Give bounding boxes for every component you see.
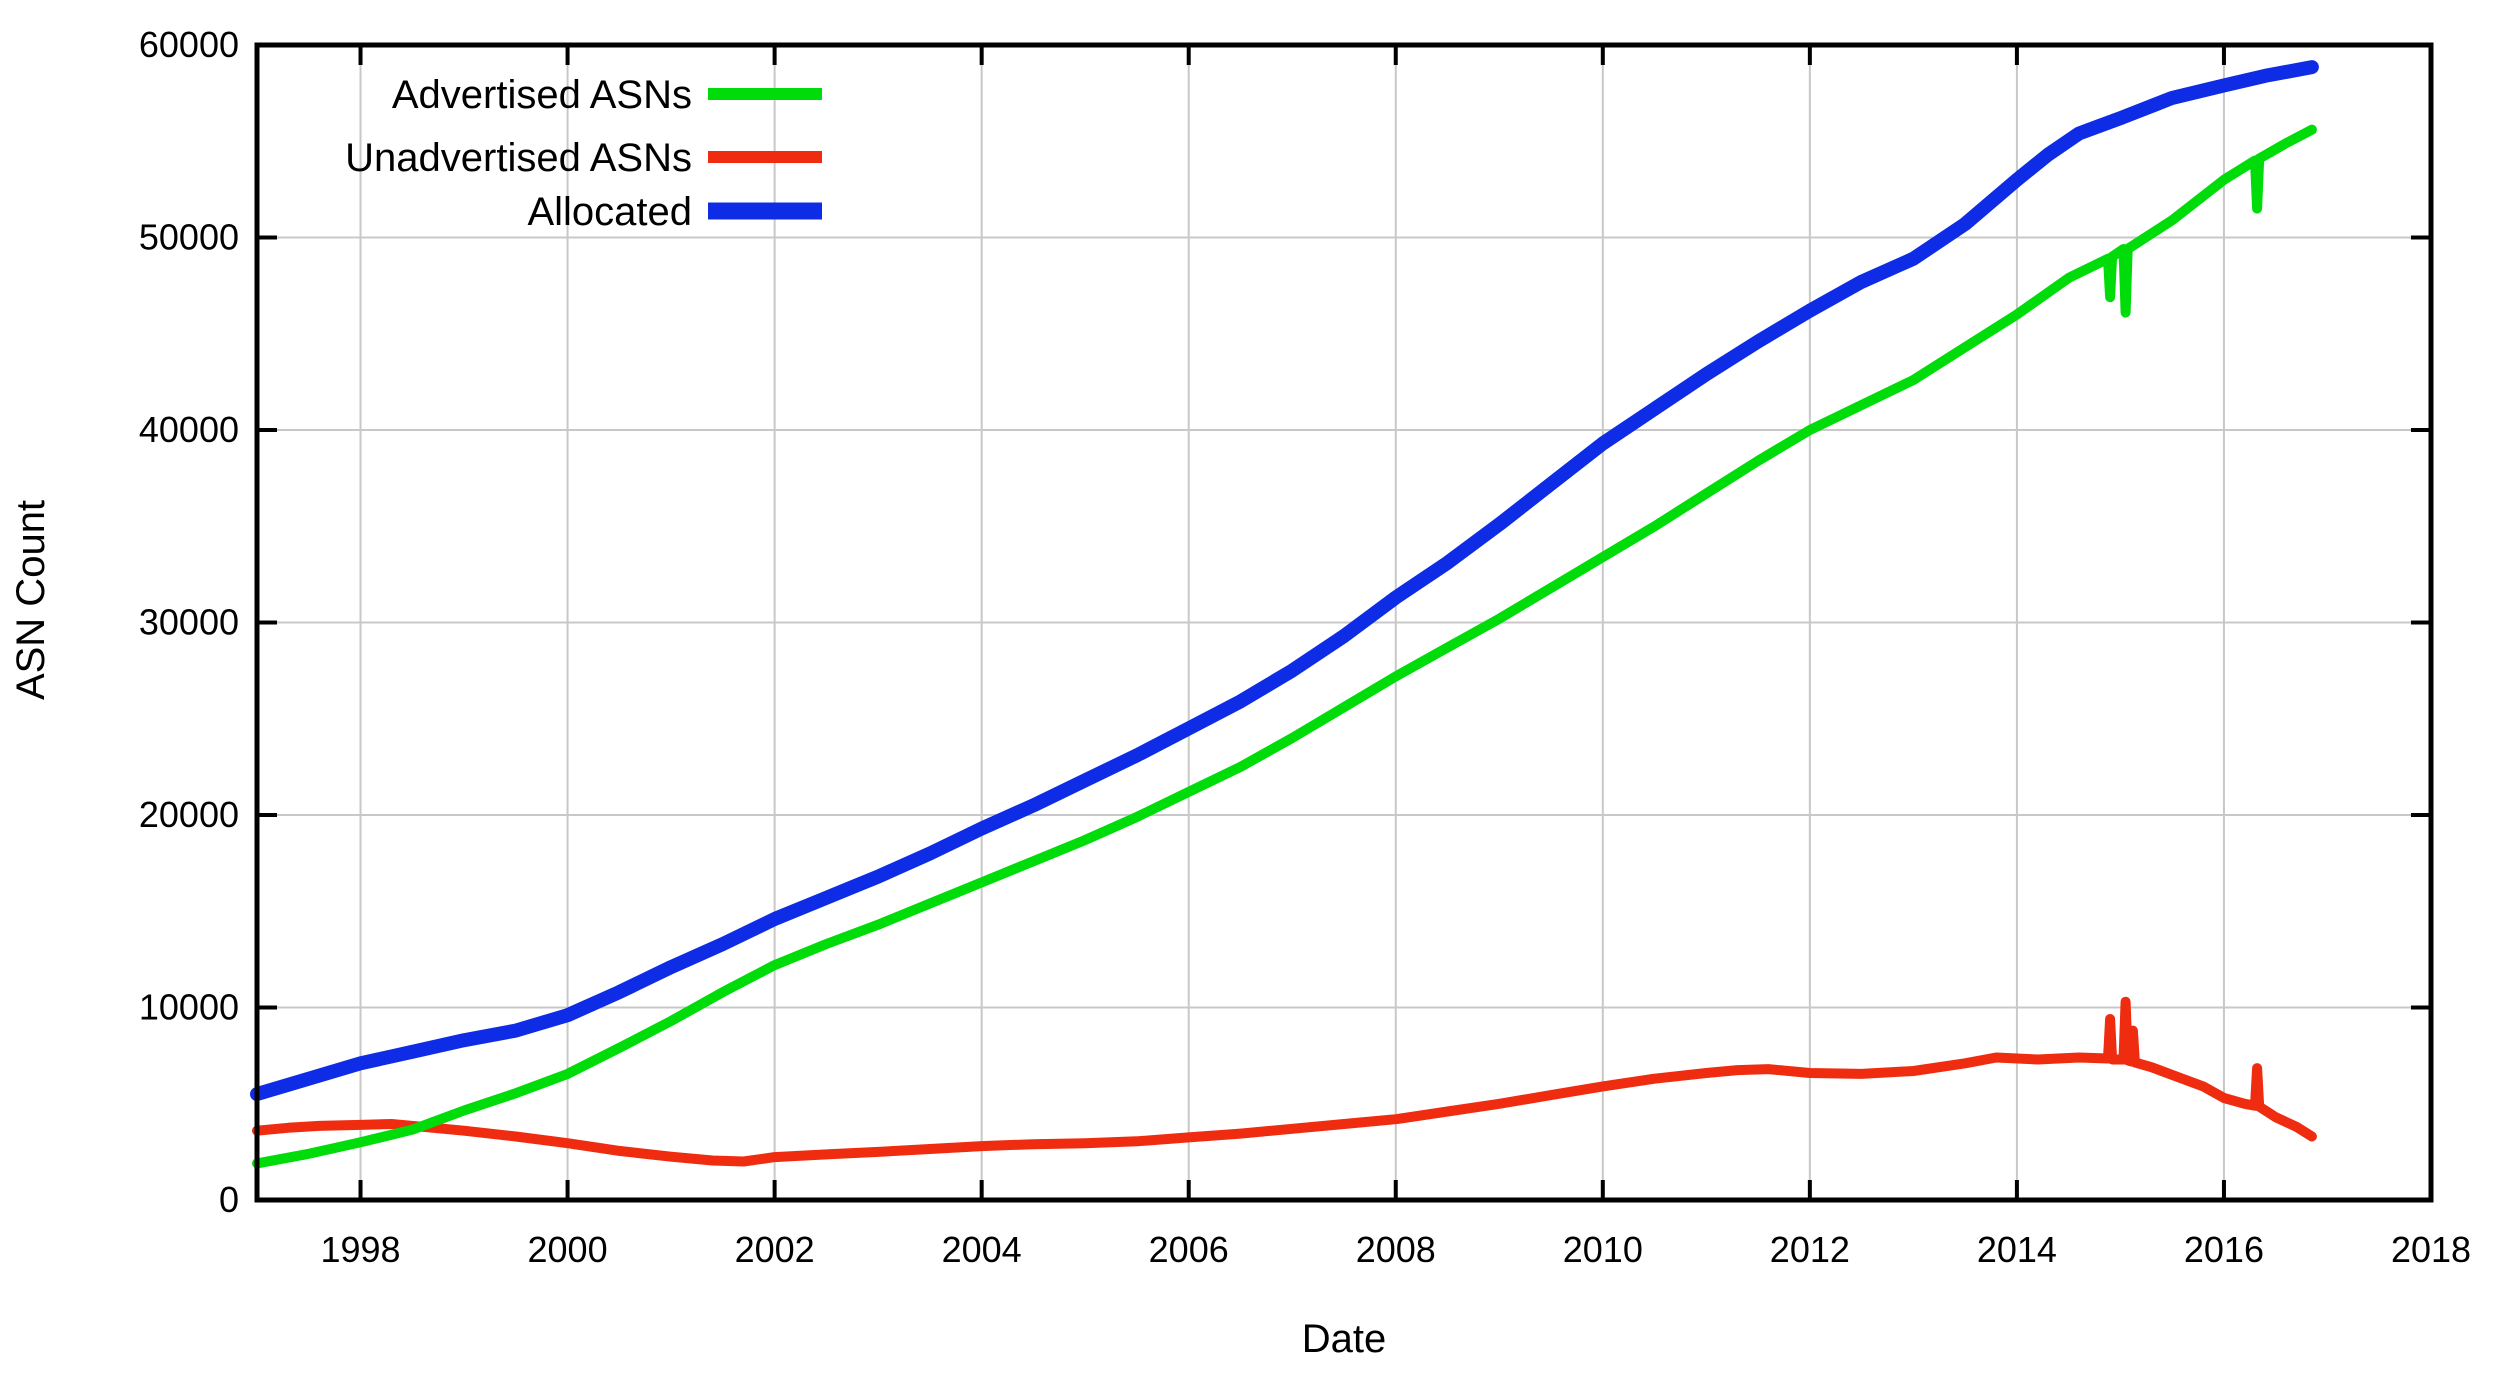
allocated-line: [250, 60, 2319, 1102]
x-tick-label: 2002: [735, 1229, 815, 1270]
x-tick-label: 2016: [2184, 1229, 2264, 1270]
y-tick-label: 50000: [139, 217, 239, 258]
x-tick-label: 1998: [320, 1229, 400, 1270]
x-tick-label: 2004: [942, 1229, 1022, 1270]
y-tick-label: 30000: [139, 602, 239, 643]
x-tick-label: 2012: [1770, 1229, 1850, 1270]
x-tick-label: 2010: [1563, 1229, 1643, 1270]
legend-item: Allocated: [527, 190, 822, 234]
y-axis-title: ASN Count: [9, 500, 53, 700]
x-axis-title: Date: [1302, 1317, 1387, 1361]
y-tick-label: 40000: [139, 409, 239, 450]
y-tick-label: 0: [219, 1179, 239, 1220]
legend-label: Allocated: [527, 190, 692, 234]
unadvertised-asns-line: [252, 996, 2317, 1167]
y-tick-label: 20000: [139, 794, 239, 835]
advertised-asns-line: [252, 124, 2317, 1169]
legend-label: Unadvertised ASNs: [345, 136, 692, 180]
y-tick-label: 10000: [139, 987, 239, 1028]
legend-item: Unadvertised ASNs: [345, 136, 822, 180]
legend-label: Advertised ASNs: [392, 73, 692, 117]
frame-layer: 1998 2000 2002 2004 2006 2008 2010 2012 2014 2016…: [139, 24, 2471, 1270]
x-tick-label: 2000: [528, 1229, 608, 1270]
x-tick-label: 2006: [1149, 1229, 1229, 1270]
series-layer: [250, 60, 2319, 1169]
grid-layer: [257, 45, 2431, 1200]
x-tick-label: 2018: [2391, 1229, 2471, 1270]
label-layer: ASN Count Date: [9, 500, 1386, 1361]
y-tick-label: 60000: [139, 24, 239, 65]
x-tick-label: 2014: [1977, 1229, 2057, 1270]
x-tick-label: 2008: [1356, 1229, 1436, 1270]
legend: Advertised ASNs Unadvertised ASNs Allocate…: [345, 73, 822, 234]
legend-item: Advertised ASNs: [392, 73, 822, 117]
